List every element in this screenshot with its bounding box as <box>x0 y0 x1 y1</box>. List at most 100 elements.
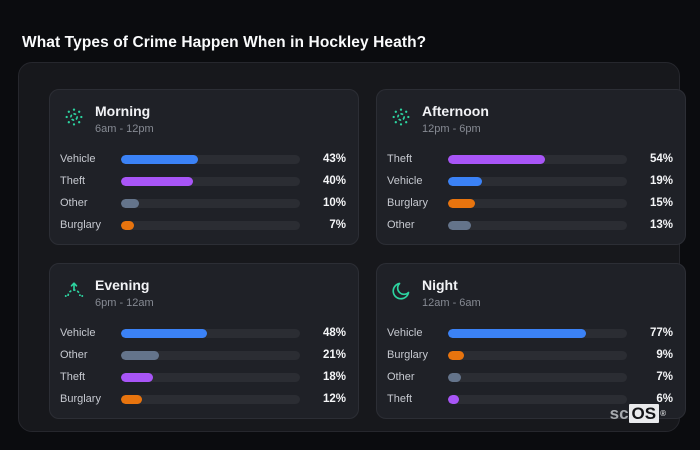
bar-value: 54% <box>649 153 673 165</box>
bar-fill <box>121 350 159 360</box>
bar-track <box>448 176 627 186</box>
page-title: What Types of Crime Happen When in Hockl… <box>22 34 427 52</box>
bar-label: Other <box>60 349 88 361</box>
panel-header: Night 12am - 6am <box>390 277 481 309</box>
bar-track <box>448 372 627 382</box>
scos-logo-prefix: sc <box>609 404 629 423</box>
bar-list: Vehicle 48% Other 21% Theft 18% Burglary… <box>60 322 346 410</box>
bar-track <box>448 350 627 360</box>
bar-track <box>121 198 300 208</box>
bar-label: Other <box>387 219 415 231</box>
bar-value: 7% <box>329 219 346 231</box>
panel-time-range: 6am - 12pm <box>95 122 154 135</box>
bar-value: 12% <box>322 393 346 405</box>
bar-row-vehicle: Vehicle 48% <box>60 322 346 344</box>
panel-time-range: 12am - 6am <box>422 296 481 309</box>
bar-value: 18% <box>322 371 346 383</box>
panel-header-text: Night 12am - 6am <box>422 277 481 309</box>
bar-label: Other <box>60 197 88 209</box>
bar-fill <box>121 372 154 382</box>
panel-time-range: 12pm - 6pm <box>422 122 481 135</box>
bar-label: Vehicle <box>387 175 423 187</box>
bar-track <box>121 176 300 186</box>
bar-track <box>448 220 627 230</box>
bar-value: 6% <box>656 393 673 405</box>
bar-value: 21% <box>322 349 346 361</box>
time-panel-evening: Evening 6pm - 12am Vehicle 48% Other 21%… <box>49 263 359 419</box>
bar-row-other: Other 7% <box>387 366 673 388</box>
moon-icon <box>392 282 410 300</box>
time-panel-night: Night 12am - 6am Vehicle 77% Burglary 9%… <box>376 263 686 419</box>
bar-fill <box>121 198 139 208</box>
bar-label: Theft <box>60 371 86 383</box>
time-panel-morning: Morning 6am - 12pm Vehicle 43% Theft 40%… <box>49 89 359 245</box>
panel-title: Evening <box>95 277 150 293</box>
bar-fill <box>448 154 545 164</box>
bar-track <box>121 372 300 382</box>
bar-fill <box>448 328 586 338</box>
panel-header: Afternoon 12pm - 6pm <box>390 103 489 135</box>
bar-track <box>448 154 627 164</box>
bar-row-theft: Theft 54% <box>387 148 673 170</box>
bar-list: Vehicle 77% Burglary 9% Other 7% Theft 6… <box>387 322 673 410</box>
bar-fill <box>121 154 198 164</box>
bar-value: 43% <box>322 153 346 165</box>
dashboard-panel: Morning 6am - 12pm Vehicle 43% Theft 40%… <box>18 62 686 432</box>
bar-row-burglary: Burglary 15% <box>387 192 673 214</box>
bar-label: Other <box>387 371 415 383</box>
panel-header: Morning 6am - 12pm <box>63 103 154 135</box>
bar-list: Vehicle 43% Theft 40% Other 10% Burglary… <box>60 148 346 236</box>
bar-list: Theft 54% Vehicle 19% Burglary 15% Other… <box>387 148 673 236</box>
scos-logo: sc OS ® <box>610 403 666 425</box>
bar-value: 40% <box>322 175 346 187</box>
bar-row-theft: Theft 40% <box>60 170 346 192</box>
bar-value: 19% <box>649 175 673 187</box>
bar-track <box>121 350 300 360</box>
panel-header-text: Morning 6am - 12pm <box>95 103 154 135</box>
bar-row-burglary: Burglary 12% <box>60 388 346 410</box>
bar-row-burglary: Burglary 7% <box>60 214 346 236</box>
bar-fill <box>121 394 143 404</box>
bar-label: Vehicle <box>387 327 423 339</box>
panel-title: Night <box>422 277 458 293</box>
panel-title: Morning <box>95 103 151 119</box>
bar-value: 7% <box>656 371 673 383</box>
bar-value: 13% <box>649 219 673 231</box>
bar-row-other: Other 21% <box>60 344 346 366</box>
bar-fill <box>448 372 461 382</box>
bar-row-theft: Theft 18% <box>60 366 346 388</box>
bar-label: Burglary <box>60 219 101 231</box>
bar-value: 48% <box>322 327 346 339</box>
bar-label: Burglary <box>387 197 428 209</box>
bar-fill <box>448 394 459 404</box>
bar-row-vehicle: Vehicle 43% <box>60 148 346 170</box>
panel-header: Evening 6pm - 12am <box>63 277 154 309</box>
bar-value: 77% <box>649 327 673 339</box>
bar-track <box>448 198 627 208</box>
bar-fill <box>121 220 134 230</box>
sun-icon <box>392 108 410 126</box>
panels-grid: Morning 6am - 12pm Vehicle 43% Theft 40%… <box>19 63 686 431</box>
bar-row-theft: Theft 6% <box>387 388 673 410</box>
time-panel-afternoon: Afternoon 12pm - 6pm Theft 54% Vehicle 1… <box>376 89 686 245</box>
bar-label: Theft <box>60 175 86 187</box>
bar-label: Burglary <box>387 349 428 361</box>
bar-track <box>448 394 627 404</box>
bar-track <box>121 220 300 230</box>
panel-header-text: Evening 6pm - 12am <box>95 277 154 309</box>
bar-label: Vehicle <box>60 327 96 339</box>
bar-row-burglary: Burglary 9% <box>387 344 673 366</box>
sunrise-icon <box>64 282 84 298</box>
bar-fill <box>448 350 465 360</box>
bar-row-other: Other 13% <box>387 214 673 236</box>
sun-icon <box>65 108 83 126</box>
panel-title: Afternoon <box>422 103 489 119</box>
scos-logo-box: OS <box>628 404 660 423</box>
registered-mark-icon: ® <box>660 409 666 418</box>
bar-fill <box>448 176 482 186</box>
bar-track <box>121 394 300 404</box>
bar-value: 15% <box>649 197 673 209</box>
bar-label: Burglary <box>60 393 101 405</box>
panel-header-text: Afternoon 12pm - 6pm <box>422 103 489 135</box>
bar-row-vehicle: Vehicle 19% <box>387 170 673 192</box>
